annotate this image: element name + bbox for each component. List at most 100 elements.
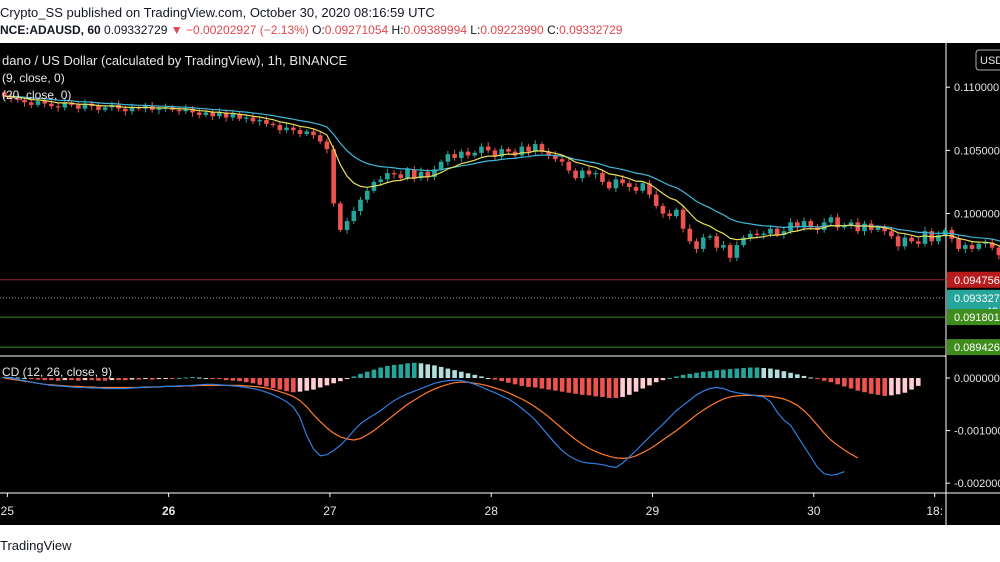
candle-body — [378, 179, 383, 182]
price-level-tag — [947, 309, 1000, 326]
macd-histogram-bar — [49, 378, 54, 381]
candle-body — [579, 170, 585, 179]
macd-histogram-bar — [835, 378, 840, 385]
candle-body — [586, 170, 592, 175]
macd-histogram-bar — [492, 378, 498, 380]
candle-body — [2, 92, 7, 97]
candle-body — [566, 161, 572, 171]
open-label: O: — [312, 23, 325, 37]
candle-body — [633, 187, 639, 191]
candle-body — [667, 213, 672, 217]
candle-body — [559, 159, 565, 162]
macd-histogram-bar — [378, 367, 383, 379]
macd-histogram-bar — [55, 378, 61, 381]
macd-histogram-bar — [62, 378, 68, 381]
macd-histogram-bar — [532, 378, 538, 388]
candle-body — [344, 221, 350, 230]
candle-body — [223, 112, 229, 118]
candle-body — [217, 112, 222, 117]
macd-histogram-bar — [808, 377, 814, 379]
macd-histogram-bar — [250, 378, 256, 384]
candle-body — [190, 108, 195, 113]
candle-body — [391, 173, 397, 175]
candle-body — [452, 154, 457, 158]
candle-body — [949, 229, 955, 239]
candle-body — [761, 233, 767, 235]
macd-histogram-bar — [559, 378, 565, 392]
close-label: C: — [547, 23, 560, 37]
macd-histogram-bar — [714, 370, 719, 379]
macd-histogram-bar — [190, 376, 195, 379]
publisher-name[interactable]: Crypto_SS — [0, 5, 63, 20]
time-tick-label: 29 — [646, 504, 660, 518]
macd-histogram-bar — [116, 378, 121, 381]
candle-body — [875, 227, 881, 230]
candle-body — [620, 179, 625, 184]
macd-histogram-bar — [895, 378, 901, 395]
macd-histogram-bar — [566, 378, 572, 393]
candle-body — [539, 144, 545, 152]
macd-histogram-bar — [485, 378, 491, 380]
candle-body — [653, 194, 659, 206]
candle-body — [848, 222, 854, 225]
macd-histogram-bar — [727, 369, 733, 379]
candle-body — [405, 169, 410, 179]
time-tick-label: 27 — [323, 504, 337, 518]
chart-area[interactable]: 0.110000 0.105000 0.100000 0.000000 -0.00100… — [0, 43, 1000, 525]
price-level-label: 0.089426 — [954, 342, 1000, 354]
macd-histogram-bar — [593, 378, 599, 397]
macd-histogram-bar — [425, 364, 431, 379]
candle-body — [22, 99, 27, 103]
macd-histogram-bar — [163, 378, 168, 380]
macd-histogram-bar — [445, 368, 451, 379]
candle-body — [492, 150, 498, 157]
macd-histogram-bar — [640, 378, 646, 389]
candle-body — [129, 107, 135, 112]
macd-histogram-bar — [734, 368, 740, 379]
macd-histogram-bar — [915, 378, 921, 386]
candle-body — [963, 245, 968, 249]
candle-body — [640, 183, 646, 191]
macd-histogram-bar — [653, 378, 659, 383]
candle-body — [680, 209, 686, 229]
candle-body — [512, 151, 518, 156]
candle-body — [519, 146, 525, 156]
candle-body — [700, 237, 706, 249]
ema-20-line — [4, 95, 1000, 242]
macd-histogram-bar — [223, 378, 229, 381]
macd-histogram-bar — [411, 362, 417, 379]
macd-histogram-bar — [459, 371, 464, 379]
footer-brand[interactable]: TradingView — [0, 538, 72, 553]
candle-body — [882, 227, 887, 232]
ohlc-line: NCE:ADAUSD, 60 0.09332729 ▼ −0.00202927 … — [0, 23, 622, 37]
candle-body — [835, 217, 840, 228]
macd-histogram-bar — [579, 378, 585, 395]
macd-histogram-bar — [69, 378, 74, 381]
macd-histogram-bar — [499, 378, 504, 382]
macd-histogram-bar — [317, 378, 323, 388]
macd-histogram-bar — [627, 378, 632, 395]
candle-body — [707, 236, 713, 238]
open-value: 0.09271054 — [324, 23, 389, 37]
macd-histogram-bar — [768, 368, 773, 379]
chart-svg[interactable]: 0.110000 0.105000 0.100000 0.000000 -0.00100… — [0, 43, 1000, 525]
macd-histogram-bar — [385, 365, 390, 379]
macd-histogram-bar — [82, 378, 88, 381]
macd-histogram-bar — [129, 378, 135, 380]
candle-body — [889, 231, 894, 237]
macd-histogram-bar — [647, 378, 652, 386]
candle-body — [828, 217, 834, 223]
candle-body — [996, 247, 1000, 256]
macd-histogram-bar — [573, 378, 578, 394]
macd-histogram-bar — [795, 374, 800, 379]
candle-body — [499, 149, 504, 157]
candle-body — [418, 171, 424, 179]
macd-histogram-bar — [284, 378, 289, 392]
macd-histogram-bar — [526, 378, 531, 387]
candle-body — [411, 169, 417, 179]
macd-histogram-bar — [512, 378, 518, 385]
macd-histogram-bar — [862, 378, 867, 393]
candle-body — [250, 117, 256, 122]
macd-histogram-bar — [264, 378, 269, 387]
candle-body — [284, 127, 289, 131]
